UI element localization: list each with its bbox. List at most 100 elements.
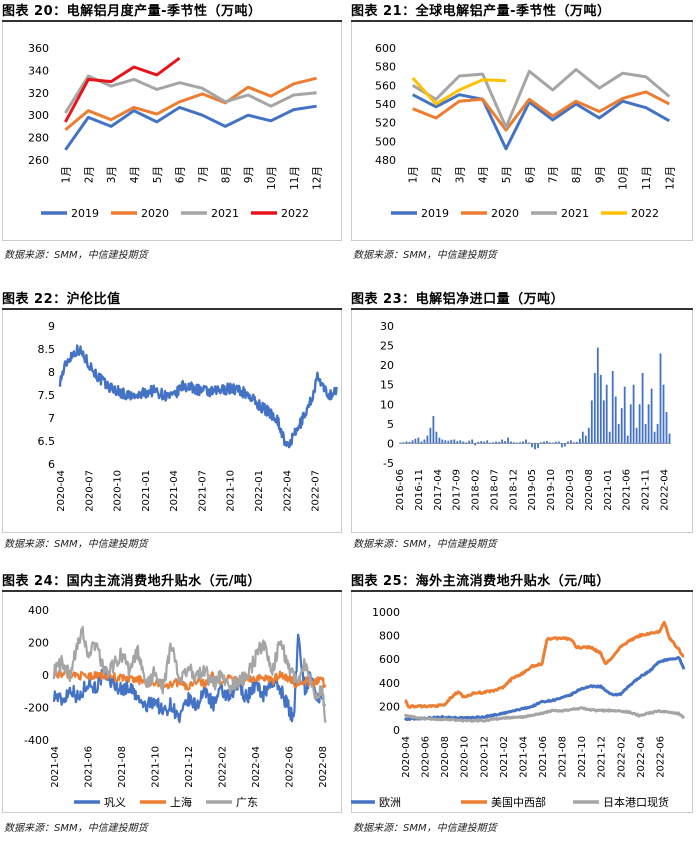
x-tick-label: 3月 [106,166,118,183]
bar [429,427,432,444]
series-line-2019 [64,104,317,151]
y-tick-label: 400 [379,677,400,690]
x-tick-label: 2021-10 [577,736,588,778]
x-tick-label: 2021-08 [117,746,128,788]
bar [519,442,521,444]
y-tick-label: 600 [375,42,396,55]
bar [537,443,539,449]
y-tick-label: 300 [28,109,49,122]
y-tick-label: 560 [375,79,396,92]
x-tick-label: 5月 [152,166,164,183]
y-tick-label: 200 [28,637,49,650]
x-tick-label: 2021-01 [141,470,152,512]
bar [495,441,497,444]
bar [513,442,515,444]
x-tick-label: 5月 [501,166,513,183]
y-tick-label: -200 [24,702,49,715]
bar [477,441,480,444]
x-tick-label: 2021-04 [50,746,61,788]
x-tick-label: 2021-12 [184,746,195,788]
bar [665,412,668,444]
bar [617,423,620,444]
bar [471,439,474,444]
x-tick-label: 2020-08 [584,469,595,511]
bar [435,431,438,444]
bar [420,441,423,444]
legend-label: 2020 [491,207,519,220]
y-tick-label: 500 [375,135,396,148]
x-tick-label: 7月 [197,166,209,183]
bar [659,353,662,444]
x-tick-label: 2016-11 [414,469,425,511]
x-tick-label: 2021-12 [597,736,608,778]
chart-svg: 6 6.5 7 7.5 8 8.5 9 2020-04 2020-07 2020-10 2021-0… [38,320,338,512]
bar [492,442,495,444]
x-tick-label: 2022-02 [218,746,229,788]
x-tick-label: 2020-04 [401,736,412,778]
x-tick-label: 7月 [548,166,560,183]
chart-title: 图表 22：沪伦比值 [2,292,121,307]
x-tick-label: 2月 [431,166,443,183]
series-line-2020 [64,76,317,131]
bar [602,400,605,444]
bar [573,442,575,444]
series-line-广东 [52,625,327,723]
y-tick-label: 9 [48,320,55,333]
x-tick-label: 9月 [594,166,606,183]
bar [564,443,566,447]
bar [528,442,530,444]
x-tick-label: 2021-04 [518,736,529,778]
x-tick-label: 2021-02 [499,736,510,778]
x-tick-label: 2018-02 [471,469,482,511]
bar [402,442,405,444]
x-tick-label: 2016-06 [395,469,406,511]
x-tick-label: 2022-06 [285,746,296,788]
bar [441,439,444,444]
series-line-上海 [52,668,327,691]
y-tick-label: 480 [375,154,396,167]
bar [480,441,483,444]
x-tick-label: 2018-12 [508,469,519,511]
bar [620,408,623,444]
bar [504,441,506,444]
x-tick-label: 2019-05 [527,469,538,511]
chart-svg: -5 0 5 10 15 20 25 30 2016-06 2016-11 2017-04 2017-… [380,320,671,511]
bar [465,442,468,444]
bar [656,423,659,444]
bar [596,347,599,444]
y-tick-label: 8 [48,366,55,379]
legend-label: 美国中西部 [491,795,546,809]
x-tick-label: 2021-07 [197,470,208,512]
y-tick-label: 340 [28,64,49,77]
bar [653,431,656,444]
bar [426,435,429,444]
y-tick-label: 520 [375,117,396,130]
bar [522,441,524,444]
legend-label: 巩义 [104,796,126,809]
bar [546,441,548,444]
x-tick-label: 2021-10 [151,746,162,788]
x-tick-label: 8月 [571,166,583,183]
y-tick-label: 0 [387,437,394,450]
chart-title: 图表 25：海外主流消费地升贴水（元/吨） [351,574,610,589]
series-line-巩义 [52,633,327,724]
x-tick-label: 2月 [83,166,95,183]
bar [587,427,590,444]
bar [567,441,569,444]
x-tick-label: 2017-09 [452,469,463,511]
bar [662,384,665,444]
bar [423,439,426,444]
bar [555,441,557,444]
data-source-note: 数据来源：SMM，中信建投期货 [4,539,148,550]
legend-label: 2019 [71,207,99,220]
series-line-2021 [411,68,671,129]
x-tick-label: 2020-10 [113,470,124,512]
bar [462,441,465,444]
y-tick-label: 20 [380,359,394,372]
x-tick-label: 2019-10 [546,469,557,511]
x-tick-label: 8月 [220,166,232,183]
x-tick-label: 4月 [129,166,141,183]
bar [641,373,644,444]
x-tick-label: 2021-11 [641,469,652,511]
bar [405,441,408,444]
